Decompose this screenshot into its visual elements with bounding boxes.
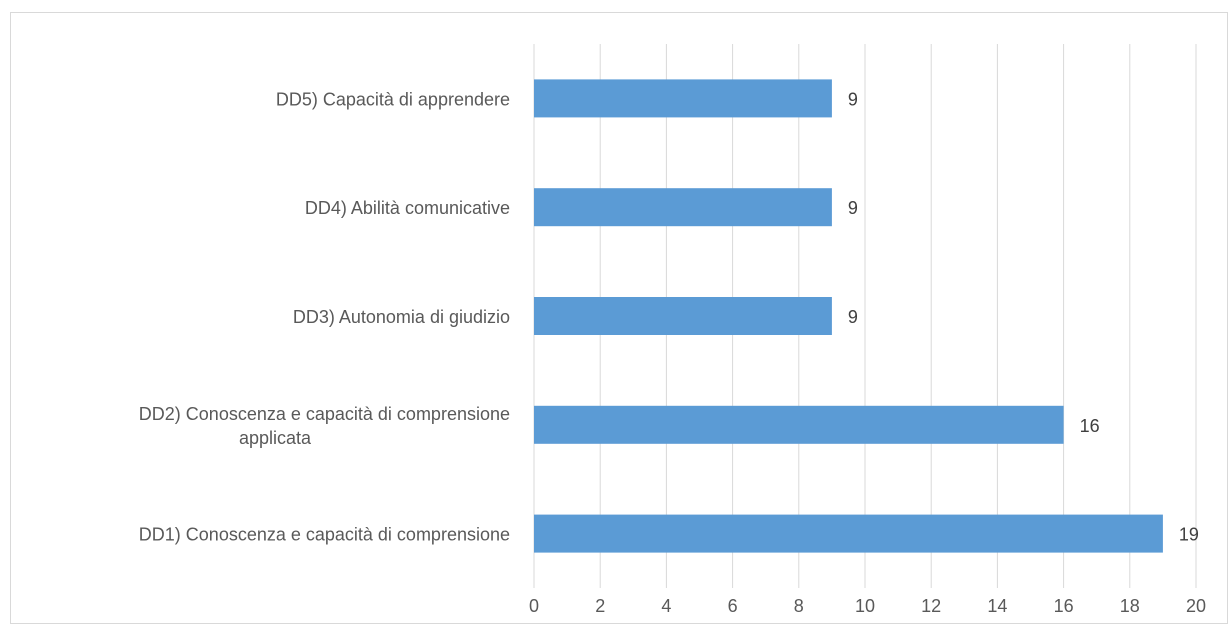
data-labels: 19 16 9 9 9 bbox=[848, 89, 1199, 544]
category-label: DD3) Autonomia di giudizio bbox=[293, 307, 510, 327]
x-tick-label: 6 bbox=[728, 596, 738, 616]
data-label: 9 bbox=[848, 198, 858, 218]
category-label: DD5) Capacità di apprendere bbox=[276, 89, 510, 109]
x-tick-label: 14 bbox=[987, 596, 1007, 616]
data-label: 9 bbox=[848, 307, 858, 327]
bar bbox=[534, 514, 1163, 553]
category-label: applicata bbox=[239, 428, 312, 448]
bar bbox=[534, 188, 832, 227]
x-tick-label: 18 bbox=[1120, 596, 1140, 616]
x-tick-label: 16 bbox=[1054, 596, 1074, 616]
category-labels: DD1) Conoscenza e capacità di comprensio… bbox=[139, 89, 510, 544]
x-tick-label: 12 bbox=[921, 596, 941, 616]
category-label: DD1) Conoscenza e capacità di comprensio… bbox=[139, 525, 510, 545]
data-label: 19 bbox=[1179, 525, 1199, 545]
bar bbox=[534, 79, 832, 118]
x-tick-label: 2 bbox=[595, 596, 605, 616]
data-label: 9 bbox=[848, 89, 858, 109]
x-tick-label: 20 bbox=[1186, 596, 1206, 616]
bar bbox=[534, 405, 1064, 444]
bars bbox=[534, 79, 1163, 553]
category-label: DD4) Abilità comunicative bbox=[305, 198, 510, 218]
x-tick-label: 10 bbox=[855, 596, 875, 616]
x-axis-ticks: 0 2 4 6 8 10 12 14 16 18 20 bbox=[529, 596, 1206, 616]
data-label: 16 bbox=[1080, 416, 1100, 436]
bar bbox=[534, 297, 832, 335]
x-tick-label: 8 bbox=[794, 596, 804, 616]
gridlines bbox=[533, 44, 1197, 588]
category-label: DD2) Conoscenza e capacità di comprensio… bbox=[139, 404, 510, 424]
x-tick-label: 4 bbox=[661, 596, 671, 616]
x-tick-label: 0 bbox=[529, 596, 539, 616]
